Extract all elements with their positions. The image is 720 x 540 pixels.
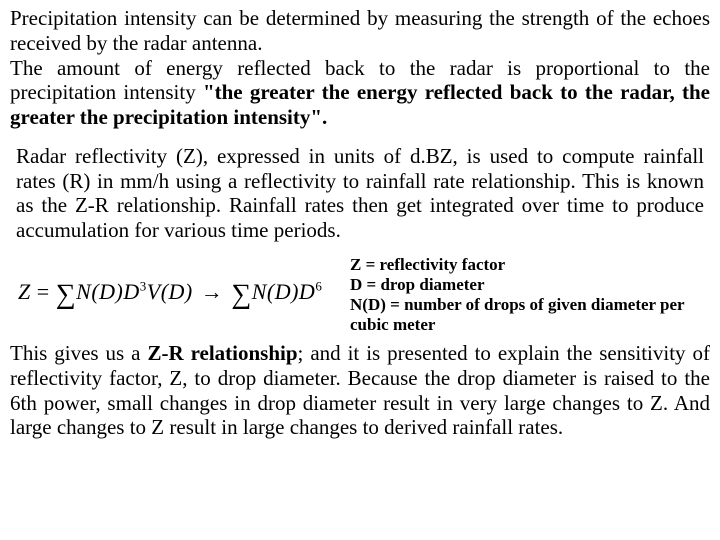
formula-sum1a: N(D)D	[76, 279, 140, 304]
legend-line: N(D) = number of drops of given diameter…	[350, 295, 710, 335]
formula-sum1b: V(D)	[147, 279, 193, 304]
legend-line: Z = reflectivity factor	[350, 255, 710, 275]
formula-sup2: 6	[315, 279, 322, 294]
paragraph-conclusion: This gives us a Z-R relationship; and it…	[10, 341, 710, 440]
text-concl-c: power, small changes in drop diameter re…	[10, 391, 710, 440]
text-concl-bold: Z-R relationship	[147, 341, 297, 365]
text-concl-th: th	[21, 391, 37, 415]
formula-eq: =	[31, 279, 56, 304]
formula-row: Z = ∑N(D)D3V(D) → ∑N(D)D6 Z = reflectivi…	[10, 255, 710, 335]
formula-sup1: 3	[140, 279, 147, 294]
sigma-icon: ∑	[231, 279, 251, 310]
formula-box: Z = ∑N(D)D3V(D) → ∑N(D)D6	[10, 275, 340, 315]
sigma-icon: ∑	[56, 279, 76, 310]
formula: Z = ∑N(D)D3V(D) → ∑N(D)D6	[18, 279, 322, 304]
paragraph-zr: Radar reflectivity (Z), expressed in uni…	[16, 144, 704, 243]
formula-lhs: Z	[18, 279, 31, 304]
paragraph-intro: Precipitation intensity can be determine…	[10, 6, 710, 130]
legend-line: D = drop diameter	[350, 275, 710, 295]
formula-legend: Z = reflectivity factor D = drop diamete…	[340, 255, 710, 335]
text-concl-a: This gives us a	[10, 341, 147, 365]
arrow-icon: →	[193, 279, 232, 304]
text-zr: Radar reflectivity (Z), expressed in uni…	[16, 144, 704, 242]
text-intro-a: Precipitation intensity can be determine…	[10, 6, 710, 55]
formula-sum2a: N(D)D	[252, 279, 316, 304]
document-page: Precipitation intensity can be determine…	[0, 0, 720, 540]
